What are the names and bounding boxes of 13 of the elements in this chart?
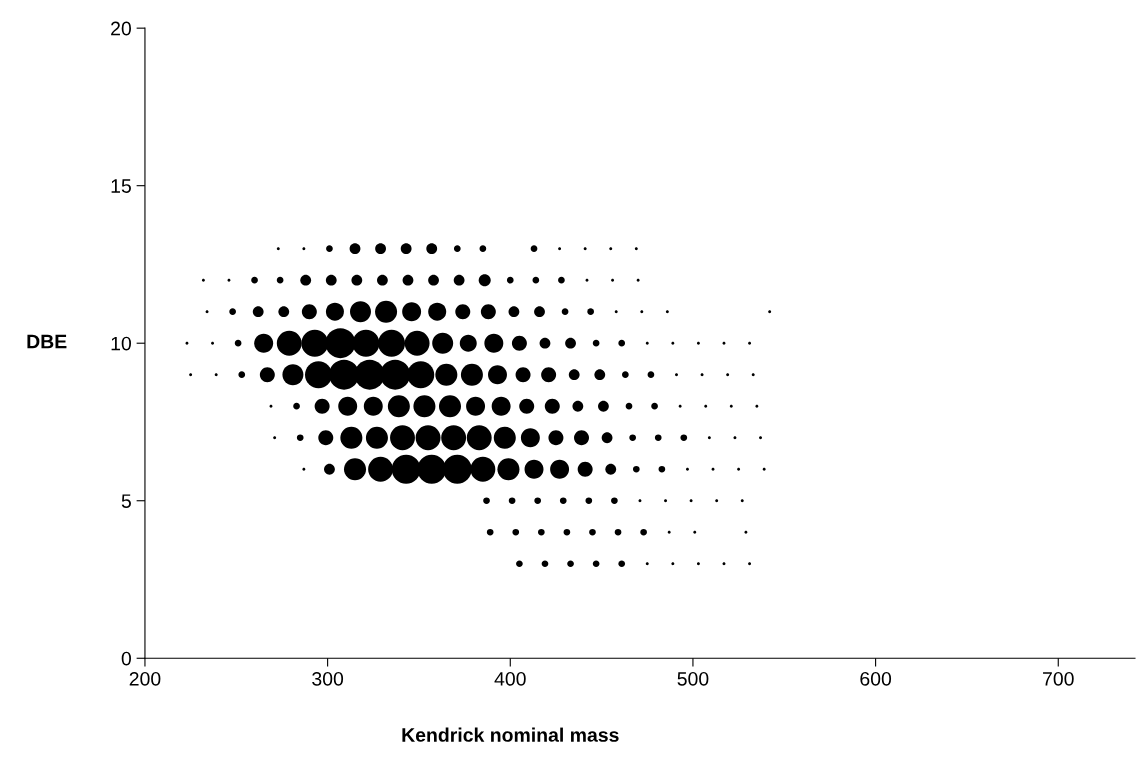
x-tick-label: 400 <box>494 671 526 686</box>
y-tick-label: 5 <box>121 494 131 508</box>
y-tick-label: 15 <box>111 179 131 193</box>
x-tick-label: 600 <box>860 671 892 686</box>
x-tick-label: 500 <box>677 671 709 686</box>
y-tick-label: 10 <box>111 336 131 351</box>
x-tick-label: 200 <box>129 671 161 686</box>
x-axis-title: Kendrick nominal mass <box>402 727 619 742</box>
x-tick-label: 300 <box>312 671 344 686</box>
y-axis-title: DBE <box>27 334 67 349</box>
x-tick-label: 700 <box>1043 671 1074 686</box>
y-tick-label: 20 <box>111 21 131 36</box>
y-tick-label: 0 <box>121 651 131 666</box>
